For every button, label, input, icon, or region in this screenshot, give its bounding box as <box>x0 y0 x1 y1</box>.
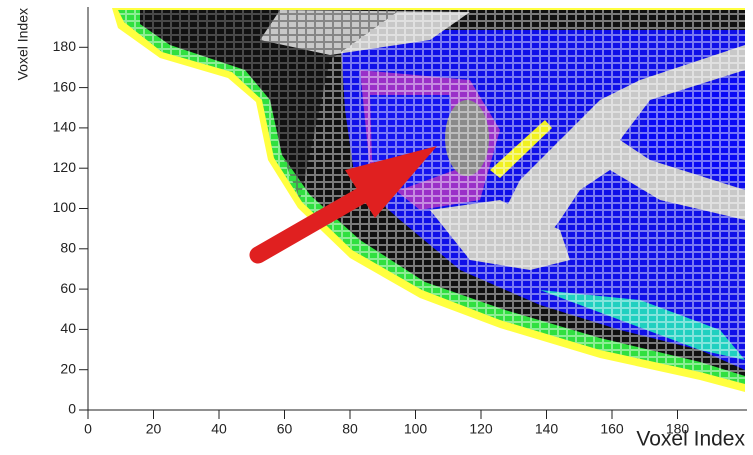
x-tick-label: 180 <box>666 421 690 437</box>
x-tick-label: 120 <box>469 421 493 437</box>
y-tick-label: 20 <box>60 360 76 376</box>
voxel-map <box>112 8 745 392</box>
y-tick-label: 100 <box>53 199 77 215</box>
y-tick-label: 40 <box>60 320 76 336</box>
x-tick-label: 160 <box>600 421 624 437</box>
y-tick-label: 0 <box>68 401 76 417</box>
cell-grid <box>118 10 745 384</box>
x-tick-label: 20 <box>146 421 162 437</box>
x-tick-label: 140 <box>535 421 559 437</box>
y-tick-label: 60 <box>60 280 76 296</box>
x-tick-label: 40 <box>211 421 227 437</box>
x-tick-label: 0 <box>84 421 92 437</box>
chart: Voxel Index Voxel Index 0 20 40 60 80 100 120 1… <box>0 0 753 455</box>
x-axis-title: Voxel Index <box>636 428 745 451</box>
y-tick-label: 120 <box>53 159 77 175</box>
x-tick-label: 100 <box>404 421 428 437</box>
y-axis-title: Voxel Index <box>15 8 31 80</box>
y-tick-label: 140 <box>53 119 77 135</box>
y-tick-label: 160 <box>53 78 77 94</box>
y-tick-label: 180 <box>53 38 77 54</box>
x-tick-label: 60 <box>277 421 293 437</box>
x-tick-label: 80 <box>342 421 358 437</box>
y-tick-label: 80 <box>60 240 76 256</box>
